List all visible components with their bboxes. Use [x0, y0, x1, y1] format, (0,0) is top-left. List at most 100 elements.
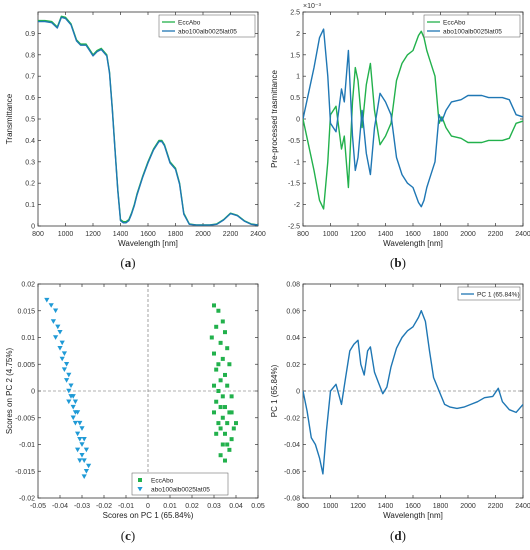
x-tick-label: 1000 [58, 231, 74, 238]
x-tick-label: 1800 [433, 503, 449, 510]
x-tick-label: -0.02 [96, 503, 112, 510]
scatter-point-0 [218, 453, 223, 458]
x-tick-label: 1600 [140, 231, 156, 238]
scatter-point-0 [216, 362, 221, 367]
plot-area [38, 284, 258, 498]
x-tick-label: 1400 [378, 503, 394, 510]
y-tick-label: 0 [31, 224, 35, 231]
scatter-point-1 [66, 399, 72, 405]
scatter-point-1 [72, 399, 78, 405]
x-tick-label: 2200 [488, 503, 504, 510]
scatter-point-0 [225, 346, 230, 351]
y-tick-label: -2.5 [288, 224, 300, 231]
x-tick-label: 1400 [113, 231, 129, 238]
scatter-point-0 [212, 303, 216, 308]
scatter-point-0 [214, 367, 219, 372]
y-tick-label: -0.015 [15, 469, 35, 476]
y-tick-label: 0.04 [286, 335, 300, 342]
scatter-point-1 [57, 346, 63, 351]
scatter-point-0 [214, 324, 219, 329]
y-tick-label: 0.1 [25, 202, 35, 209]
plot-frame [302, 11, 524, 227]
y-tick-label: -0.01 [19, 442, 35, 449]
y-tick-label: -0.005 [15, 415, 35, 422]
scatter-point-1 [77, 436, 83, 442]
scatter-point-0 [218, 405, 223, 410]
legend: EccAbo abo100alb0025lat05 [131, 472, 229, 496]
scatter-point-1 [75, 410, 81, 415]
y-tick-label: 2 [296, 31, 300, 38]
chart-a-svg: 800 1000 1200 1400 1600 1800 2000 2200 2400 0 0.1 0… [5, 11, 266, 248]
y-tick-label: -0.04 [284, 442, 300, 449]
x-tick-label: 1000 [323, 503, 339, 510]
x-tick-label: 2200 [223, 231, 239, 238]
scatter-point-1 [72, 420, 78, 426]
scatter-point-1 [66, 372, 72, 378]
legend: EccAbo abo100alb0025lat05 [158, 14, 256, 38]
scatter-point-1 [59, 340, 65, 346]
chart-panel-b: 800 1000 1200 1400 1600 1800 2000 2200 2400 -2.5 -… [265, 0, 530, 255]
x-tick-label: 1200 [350, 503, 366, 510]
scatter-point-1 [70, 404, 76, 410]
scatter-point-1 [61, 351, 67, 356]
x-tick-label: 1400 [378, 231, 394, 238]
x-tick-label: 1200 [85, 231, 101, 238]
x-tick-label: 800 [32, 231, 44, 238]
y-tick-label: 0.8 [25, 52, 35, 59]
x-tick-label: 800 [297, 231, 309, 238]
y-tick-label: 0 [296, 117, 300, 124]
panel-label-a: (a) [120, 255, 136, 270]
y-tick-label: -2 [294, 202, 300, 209]
y-tick-label: -0.08 [284, 496, 300, 503]
scatter-point-1 [81, 474, 87, 479]
scatter-point-0 [212, 410, 216, 415]
scatter-point-0 [218, 378, 223, 383]
scatter-point-1 [64, 362, 70, 367]
panel-label-d: (d) [390, 528, 406, 543]
y-tick-label: 0.02 [21, 282, 35, 289]
scatter-point-0 [220, 319, 225, 324]
x-tick-label: 2200 [488, 231, 504, 238]
scatter-point-0 [214, 431, 219, 436]
x-tick-label: -0.01 [118, 503, 134, 510]
x-tick-label: 1800 [433, 231, 449, 238]
y-tick-label: 0.7 [25, 74, 35, 81]
scatter-point-0 [231, 426, 236, 431]
y-tick-label: 0.9 [25, 31, 35, 38]
y-tick-label: 0.005 [17, 362, 35, 369]
scatter-point-0 [216, 389, 221, 393]
legend-label-1: abo100alb0025lat05 [151, 486, 210, 493]
legend: PC 1 (65.84%) [457, 286, 521, 301]
plot-frame [37, 11, 259, 227]
x-tick-label: 1600 [405, 231, 421, 238]
legend-label-1: abo100alb0025lat05 [178, 28, 237, 35]
scatter-point-0 [223, 458, 227, 463]
scatter-point-0 [220, 415, 225, 420]
x-tick-label: 1600 [405, 503, 421, 510]
scatter-point-1 [79, 426, 85, 431]
y-tick-label: -0.5 [288, 138, 300, 145]
y-tick-label: 0.5 [290, 95, 300, 102]
scatter-point-0 [223, 330, 227, 335]
scatter-point-0 [223, 431, 227, 436]
y-tick-label: 1.5 [290, 52, 300, 59]
scatter-point-0 [212, 383, 216, 388]
legend-label-0: EccAbo [443, 19, 466, 26]
x-tick-label: 2400 [250, 231, 266, 238]
y-tick-label: -0.06 [284, 469, 300, 476]
scatter-point-0 [214, 399, 219, 404]
y-axis-label: PC 1 (65.84%) [270, 364, 279, 417]
x-tick-label: 2000 [195, 231, 211, 238]
scatter-point-1 [75, 447, 81, 453]
scatter-point-0 [209, 335, 214, 340]
chart-c-svg: -0.05 -0.04 -0.03 -0.02 -0.01 0 0.01 0.02 0.03 0.… [5, 282, 265, 521]
scatter-point-1 [83, 447, 89, 453]
scatter-point-0 [225, 421, 230, 426]
legend-box [457, 286, 521, 301]
y-tick-label: 2.5 [290, 10, 300, 17]
x-tick-label: 2000 [460, 231, 476, 238]
x-tick-label: -0.04 [52, 503, 68, 510]
scatter-point-1 [86, 463, 92, 469]
y-tick-label: 0.01 [21, 335, 35, 342]
plot-area [303, 28, 523, 210]
